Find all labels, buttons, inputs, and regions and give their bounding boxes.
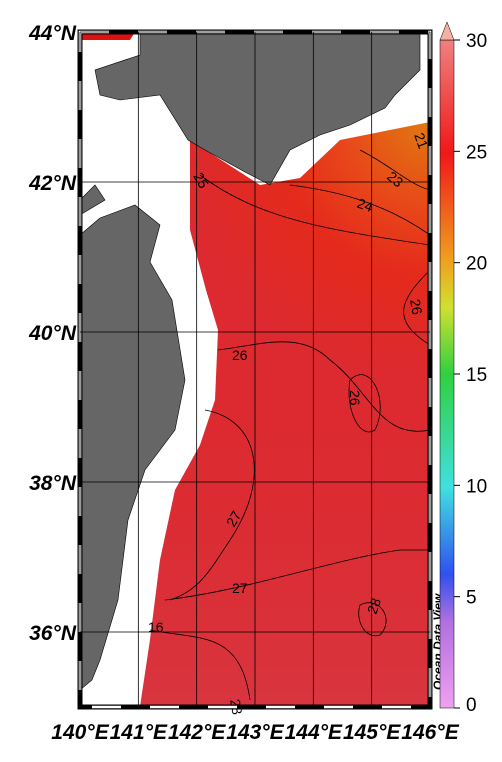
lon-label: 141°E xyxy=(110,721,168,744)
contour-line xyxy=(289,184,431,236)
contour-line xyxy=(149,629,251,701)
contour-line xyxy=(358,602,387,637)
colorbar-label: 5 xyxy=(466,588,477,609)
contour-line xyxy=(164,549,430,601)
temperature-field-south xyxy=(140,380,430,707)
colorbar-label: 20 xyxy=(466,254,487,275)
contour-line xyxy=(348,374,381,433)
contour-label: 25 xyxy=(190,170,212,192)
lat-label: 44°N xyxy=(28,22,77,45)
lat-label: 36°N xyxy=(29,622,77,645)
colorbar-label: 10 xyxy=(466,476,487,497)
lon-label: 145°E xyxy=(343,721,401,744)
colorbar-label: 30 xyxy=(466,31,487,52)
lat-label: 40°N xyxy=(28,322,77,345)
land-honshu xyxy=(79,184,186,691)
contour-label: 21 xyxy=(411,131,431,151)
contour-label: 26 xyxy=(407,298,425,316)
colorbar-label: 25 xyxy=(466,142,487,163)
contour-line xyxy=(217,341,431,432)
contour-label: 28 xyxy=(364,596,384,616)
contour-line xyxy=(403,269,431,346)
lon-label: 142°E xyxy=(168,721,226,744)
lat-label: 42°N xyxy=(28,172,77,195)
colorbar-label: 0 xyxy=(466,695,477,716)
colorbar-label: 15 xyxy=(466,365,487,386)
contour-label: 27 xyxy=(232,580,248,596)
colorbar-arrow xyxy=(439,21,455,41)
contour-line xyxy=(359,149,431,191)
lat-label: 38°N xyxy=(29,472,77,495)
contour-label: 16 xyxy=(148,619,164,635)
lon-label: 144°E xyxy=(285,721,343,744)
land-hokkaido xyxy=(94,31,421,186)
lon-label: 140°E xyxy=(51,721,109,744)
lon-label: 143°E xyxy=(226,721,284,744)
contour-label: 27 xyxy=(223,508,245,530)
lon-label: 146°E xyxy=(401,721,459,744)
colorbar xyxy=(439,39,455,709)
contour-label: 24 xyxy=(355,195,375,215)
contour-line xyxy=(199,174,431,246)
contour-label: 26 xyxy=(347,390,363,406)
contour-label: 26 xyxy=(232,347,248,363)
